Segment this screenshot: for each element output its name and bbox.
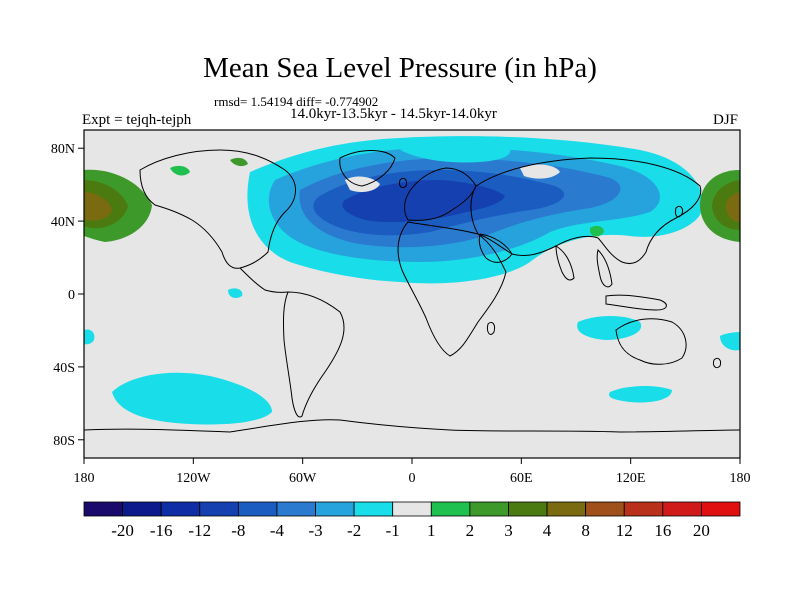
anomaly-contour-green-tibet (590, 225, 604, 237)
coastline-japan (675, 205, 683, 218)
colorbar-label: -12 (188, 521, 211, 540)
anomaly-contour-brown-dateline-west (84, 192, 112, 221)
colorbar-swatch (353, 501, 394, 517)
x-tick-label: 180 (74, 471, 95, 486)
colorbar-label: -4 (270, 521, 285, 540)
colorbar-swatch (199, 501, 239, 517)
coastline-maritime-continent (605, 294, 667, 311)
coastline-central-america (239, 267, 289, 293)
x-tick-label: 60E (510, 471, 533, 486)
coastline-greenland (339, 150, 396, 187)
coastline-australia (615, 318, 687, 365)
coastline-south-america (283, 291, 345, 418)
colorbar-swatch (83, 501, 123, 517)
x-tick-label: 180 (730, 471, 751, 486)
colorbar-label: 12 (616, 521, 633, 540)
colorbar-label: 4 (543, 521, 552, 540)
anomaly-contour-cyan-south-pacific (112, 372, 272, 425)
coastline-new-zealand (713, 357, 721, 369)
anomaly-contour-darkblue-atlantic (342, 180, 505, 223)
y-tick-label: 0 (68, 288, 75, 303)
colorbar-label: 3 (504, 521, 513, 540)
coastline-asia (470, 157, 702, 265)
season-label: DJF (713, 112, 739, 128)
colorbar-label: 2 (466, 521, 475, 540)
colorbar-label: -3 (308, 521, 322, 540)
coastline-antarctica (84, 419, 740, 433)
colorbar-label: 8 (581, 521, 590, 540)
rmsd-diff-stats: rmsd= 1.54194 diff= -0.774902 (214, 94, 379, 109)
colorbar-label: 20 (693, 521, 710, 540)
anomaly-contour-cyan-indian-ocean (577, 316, 642, 340)
anomaly-contour-cyan-west-pacific (84, 329, 95, 345)
y-tick-label: 80N (51, 142, 75, 157)
colorbar-label: -8 (231, 521, 245, 540)
x-tick-label: 0 (409, 471, 416, 486)
anomaly-contour-green-canada (230, 157, 248, 167)
colorbar-swatch (276, 501, 316, 517)
map-panel (84, 130, 740, 458)
colorbar-label: 16 (654, 521, 671, 540)
anomaly-contour-cyan-pacific-35s (228, 288, 243, 298)
anomaly-gap-siberia (520, 164, 560, 179)
coastline-uk (399, 177, 407, 189)
colorbar-swatch (430, 501, 471, 517)
colorbar-swatch (392, 501, 432, 517)
y-tick-label: 40N (51, 215, 75, 230)
anomaly-contour-cyan-south-indian (609, 386, 672, 403)
anomaly-contour-cyan-east-pacific (720, 332, 740, 351)
anomaly-gap-greenland (345, 176, 380, 192)
y-tick-label: 80S (53, 434, 75, 449)
chart-title: Mean Sea Level Pressure (in hPa) (203, 52, 597, 84)
colorbar-swatch (160, 501, 201, 517)
x-tick-label: 60W (289, 471, 317, 486)
period-label: 14.0kyr-13.5kyr - 14.5kyr-14.0kyr (290, 106, 497, 122)
colorbar-swatch (701, 501, 741, 517)
coastline-arabia (478, 233, 513, 263)
y-tick-label: 40S (53, 361, 75, 376)
colorbar-swatch (662, 501, 702, 517)
x-axis: 180 120W 60W 0 60E 120E 180 (74, 458, 751, 486)
y-axis: 80N 40N 0 40S 80S (51, 142, 84, 449)
coastline-madagascar (487, 321, 495, 335)
colorbar-swatch (623, 501, 664, 517)
colorbar-swatch (585, 501, 625, 517)
colorbar-label: -16 (150, 521, 173, 540)
colorbar-swatch (315, 501, 355, 517)
colorbar-label: -20 (111, 521, 134, 540)
colorbar-swatch (546, 501, 587, 517)
anomaly-contour-brown-dateline-east (725, 192, 740, 222)
colorbar-swatch (237, 501, 278, 517)
colorbar-label: -1 (386, 521, 400, 540)
coastline-europe (404, 167, 477, 221)
colorbar-swatch (122, 501, 162, 517)
experiment-label: Expt = tejqh-tejph (82, 112, 192, 128)
coastlines (84, 149, 740, 433)
anomaly-contour-green-arctic-west (170, 165, 190, 176)
colorbar: -20 -16 -12 -8 -4 -3 -2 -1 1 2 3 4 8 12 16 20 (83, 501, 741, 540)
colorbar-swatch (508, 501, 548, 517)
anomaly-contour-lightcyan-arctic (400, 140, 511, 163)
coastline-india (555, 245, 575, 281)
coastline-southeast-asia (596, 249, 613, 288)
colorbar-swatch (469, 501, 509, 517)
coastline-north-america (139, 149, 296, 269)
x-tick-label: 120W (176, 471, 211, 486)
colorbar-label: 1 (427, 521, 436, 540)
colorbar-label: -2 (347, 521, 361, 540)
x-tick-label: 120E (616, 471, 646, 486)
